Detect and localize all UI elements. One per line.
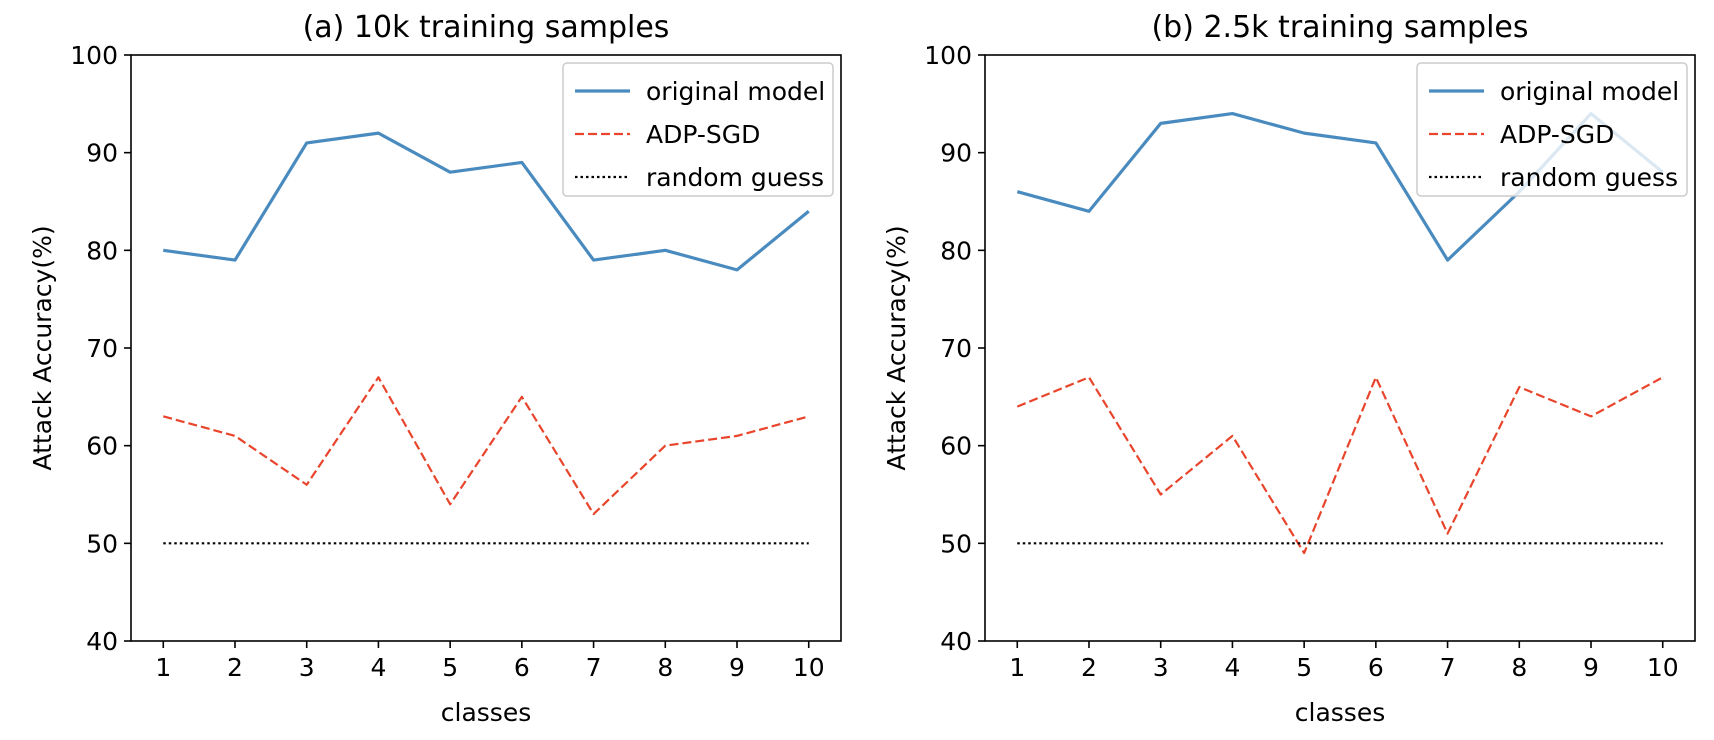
x-tick-label: 6 [1368,653,1384,682]
x-tick-label: 4 [370,653,386,682]
y-tick-label: 70 [86,334,118,363]
x-axis-label: classes [1295,698,1385,727]
legend: original model ADP-SGD random guess [562,62,834,197]
legend-box [562,62,834,197]
x-tick-label: 9 [1583,653,1599,682]
x-tick-label: 7 [1440,653,1456,682]
y-tick-label: 60 [940,432,972,461]
x-tick-label: 10 [1647,653,1679,682]
x-tick-label: 7 [586,653,602,682]
x-axis-label: classes [441,698,531,727]
x-tick-label: 1 [1009,653,1025,682]
x-tick-label: 9 [729,653,745,682]
y-tick-label: 50 [86,529,118,558]
x-tick-label: 6 [514,653,530,682]
x-tick-label: 10 [793,653,825,682]
y-tick-label: 80 [86,236,118,265]
y-tick-label: 90 [940,139,972,168]
x-tick-label: 8 [1511,653,1527,682]
series-line-adp-sgd [162,376,810,516]
y-tick-label: 80 [940,236,972,265]
series-line-adp-sgd [1016,376,1664,555]
x-tick-label: 2 [227,653,243,682]
legend-box [1416,62,1688,197]
legend-label: original model [646,77,825,106]
legend: original model ADP-SGD random guess [1416,62,1688,197]
x-tick-label: 2 [1081,653,1097,682]
x-tick-label: 4 [1224,653,1240,682]
y-tick-label: 100 [70,41,118,70]
y-axis-label: Attack Accuracy(%) [28,225,57,470]
x-tick-label: 8 [657,653,673,682]
y-tick-label: 40 [86,627,118,656]
legend-label: random guess [646,163,824,192]
y-tick-label: 40 [940,627,972,656]
x-tick-label: 1 [155,653,171,682]
y-tick-label: 50 [940,529,972,558]
legend-label: ADP-SGD [1500,120,1614,149]
chart-panel-a: (a) 10k training samples 1 2 3 4 5 6 7 8 9 10 40 50 6… [28,10,842,727]
y-tick-label: 70 [940,334,972,363]
x-tick-label: 3 [299,653,315,682]
y-axis-label: Attack Accuracy(%) [882,225,911,470]
chart-panel-b: (b) 2.5k training samples 1 2 3 4 5 6 7 8 9 10 40 50… [882,10,1696,727]
legend-label: ADP-SGD [646,120,760,149]
series-line-original-model [163,131,810,272]
legend-label: random guess [1500,163,1678,192]
legend-label: original model [1500,77,1679,106]
chart-title: (b) 2.5k training samples [1151,10,1528,45]
y-tick-label: 100 [924,41,972,70]
x-tick-label: 3 [1153,653,1169,682]
x-tick-label: 5 [1296,653,1312,682]
y-tick-label: 60 [86,432,118,461]
y-tick-label: 90 [86,139,118,168]
chart-title: (a) 10k training samples [303,10,670,45]
x-tick-label: 5 [442,653,458,682]
